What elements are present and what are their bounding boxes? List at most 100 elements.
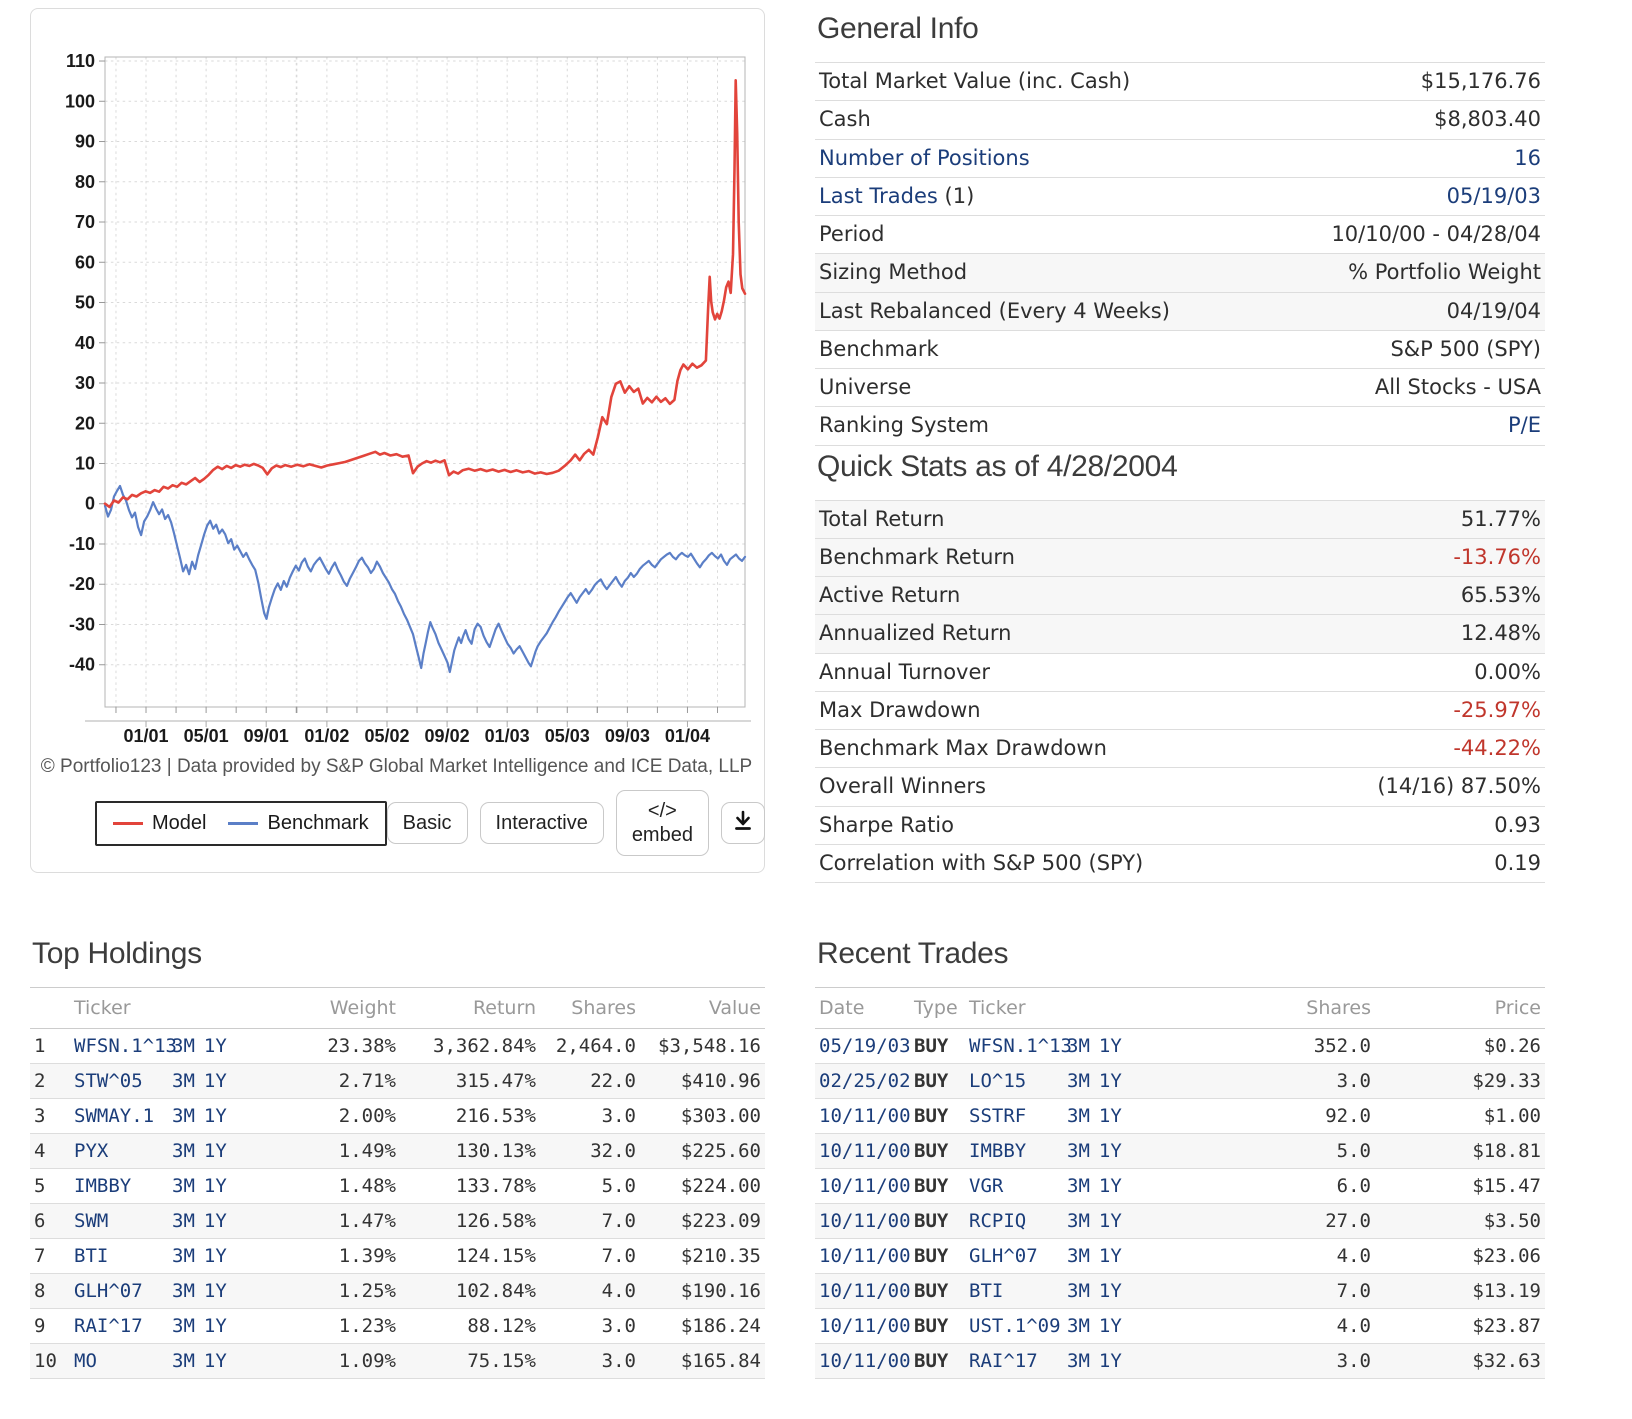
chart-3m-link[interactable]: 3M [172, 1280, 195, 1302]
chart-1y-link[interactable]: 1Y [203, 1175, 227, 1197]
chart-1y-link[interactable]: 1Y [1098, 1070, 1122, 1092]
performance-chart: -40 -30 -20 -10 0 10 20 30 40 50 60 70 80 90 100 110 01/… [65, 51, 751, 746]
trade-date-link[interactable]: 10/11/00 [819, 1105, 911, 1127]
ticker-link[interactable]: UST.1^09 [969, 1315, 1061, 1337]
chart-3m-link[interactable]: 3M [172, 1035, 195, 1057]
chart-3m-link[interactable]: 3M [1067, 1350, 1090, 1372]
chart-1y-link[interactable]: 1Y [203, 1210, 227, 1232]
ticker-link[interactable]: STW^05 [74, 1070, 143, 1092]
ticker-link[interactable]: RAI^17 [969, 1350, 1038, 1372]
ticker-link[interactable]: LO^15 [969, 1070, 1027, 1092]
chart-1y-link[interactable]: 1Y [1098, 1280, 1122, 1302]
ticker-link[interactable]: GLH^07 [74, 1280, 143, 1302]
info-value[interactable]: 05/19/03 [1269, 176, 1545, 216]
info-value[interactable]: 16 [1269, 138, 1545, 178]
holdings-col-header: Ticker [70, 987, 280, 1029]
chart-3m-link[interactable]: 3M [172, 1315, 195, 1337]
chart-3m-link[interactable]: 3M [172, 1175, 195, 1197]
chart-3m-link[interactable]: 3M [172, 1210, 195, 1232]
chart-3m-link[interactable]: 3M [1067, 1105, 1090, 1127]
chart-1y-link[interactable]: 1Y [1098, 1210, 1122, 1232]
chart-1y-link[interactable]: 1Y [203, 1070, 227, 1092]
chart-1y-link[interactable]: 1Y [1098, 1245, 1122, 1267]
ticker-link[interactable]: IMBBY [74, 1175, 132, 1197]
mini-chart-links: 3M 1Y [1067, 1175, 1131, 1197]
info-label-link[interactable]: Last Trades [819, 183, 938, 208]
chart-1y-link[interactable]: 1Y [203, 1035, 227, 1057]
trade-date-link[interactable]: 10/11/00 [819, 1280, 911, 1302]
basic-button[interactable]: Basic [386, 802, 468, 844]
chart-3m-link[interactable]: 3M [1067, 1175, 1090, 1197]
download-button[interactable] [720, 802, 765, 844]
ticker-link[interactable]: VGR [969, 1175, 1004, 1197]
ticker-link[interactable]: SSTRF [969, 1105, 1027, 1127]
trade-date-link[interactable]: 10/11/00 [819, 1210, 911, 1232]
ticker-link[interactable]: WFSN.1^13 [969, 1035, 1072, 1057]
ticker-link[interactable]: SWMAY.1 [74, 1105, 155, 1127]
ticker-link[interactable]: IMBBY [969, 1140, 1027, 1162]
chart-3m-link[interactable]: 3M [172, 1245, 195, 1267]
trade-date-link[interactable]: 10/11/00 [819, 1175, 911, 1197]
chart-1y-link[interactable]: 1Y [203, 1350, 227, 1372]
chart-3m-link[interactable]: 3M [1067, 1210, 1090, 1232]
chart-1y-link[interactable]: 1Y [203, 1105, 227, 1127]
ticker-link[interactable]: BTI [969, 1280, 1004, 1302]
chart-3m-link[interactable]: 3M [1067, 1245, 1090, 1267]
chart-3m-link[interactable]: 3M [1067, 1070, 1090, 1092]
chart-1y-link[interactable]: 1Y [1098, 1175, 1122, 1197]
embed-button[interactable]: </> embed [615, 790, 709, 856]
ticker-link[interactable]: RAI^17 [74, 1315, 143, 1337]
ticker-link[interactable]: WFSN.1^13 [74, 1035, 177, 1057]
mini-chart-links: 3M 1Y [1067, 1350, 1131, 1372]
chart-3m-link[interactable]: 3M [172, 1140, 195, 1162]
chart-1y-link[interactable]: 1Y [203, 1315, 227, 1337]
chart-3m-link[interactable]: 3M [172, 1105, 195, 1127]
general-info-row: Universe All Stocks - USA [815, 367, 1545, 407]
trade-date-link[interactable]: 02/25/02 [819, 1070, 911, 1092]
info-label-link[interactable]: Number of Positions [819, 145, 1030, 170]
trade-date-link[interactable]: 10/11/00 [819, 1140, 911, 1162]
mini-chart-links: 3M 1Y [172, 1175, 236, 1197]
info-value-link[interactable]: 05/19/03 [1446, 183, 1541, 208]
chart-3m-link[interactable]: 3M [172, 1350, 195, 1372]
ticker-link[interactable]: RCPIQ [969, 1210, 1027, 1232]
ticker-link[interactable]: GLH^07 [969, 1245, 1038, 1267]
chart-3m-link[interactable]: 3M [172, 1070, 195, 1092]
trade-shares: 5.0 [1180, 1133, 1375, 1169]
ticker-link[interactable]: SWM [74, 1210, 109, 1232]
trade-date-link[interactable]: 10/11/00 [819, 1315, 911, 1337]
chart-1y-link[interactable]: 1Y [1098, 1035, 1122, 1057]
info-value[interactable]: P/E [1269, 406, 1545, 446]
trade-date-link[interactable]: 10/11/00 [819, 1350, 911, 1372]
trade-date-link[interactable]: 10/11/00 [819, 1245, 911, 1267]
chart-3m-link[interactable]: 3M [1067, 1280, 1090, 1302]
svg-text:0: 0 [85, 494, 95, 514]
general-info-table: Total Market Value (inc. Cash) $15,176.76… [815, 61, 1545, 446]
holdings-col-header: Return [400, 987, 540, 1029]
chart-3m-link[interactable]: 3M [1067, 1315, 1090, 1337]
chart-3m-link[interactable]: 3M [1067, 1035, 1090, 1057]
info-value: 0.19 [1296, 843, 1545, 884]
chart-1y-link[interactable]: 1Y [1098, 1140, 1122, 1162]
ticker-link[interactable]: PYX [74, 1140, 109, 1162]
chart-1y-link[interactable]: 1Y [1098, 1105, 1122, 1127]
chart-3m-link[interactable]: 3M [1067, 1140, 1090, 1162]
holding-value: $303.00 [640, 1098, 765, 1134]
interactive-button[interactable]: Interactive [479, 802, 604, 844]
chart-1y-link[interactable]: 1Y [1098, 1315, 1122, 1337]
chart-1y-link[interactable]: 1Y [203, 1140, 227, 1162]
x-axis-label: 01/03 [485, 726, 530, 745]
ticker-link[interactable]: MO [74, 1350, 97, 1372]
chart-1y-link[interactable]: 1Y [1098, 1350, 1122, 1372]
general-info-row: Last Rebalanced (Every 4 Weeks) 04/19/04 [815, 291, 1545, 331]
ticker-link[interactable]: BTI [74, 1245, 109, 1267]
mini-chart-links: 3M 1Y [1067, 1035, 1131, 1057]
x-axis-label: 05/01 [184, 726, 229, 745]
chart-1y-link[interactable]: 1Y [203, 1280, 227, 1302]
trade-date-link[interactable]: 05/19/03 [819, 1035, 911, 1057]
info-value-link[interactable]: P/E [1507, 413, 1541, 438]
trade-price: $32.63 [1375, 1343, 1545, 1379]
holdings-col-header [30, 987, 70, 1029]
chart-1y-link[interactable]: 1Y [203, 1245, 227, 1267]
info-value-link[interactable]: 16 [1514, 145, 1541, 170]
